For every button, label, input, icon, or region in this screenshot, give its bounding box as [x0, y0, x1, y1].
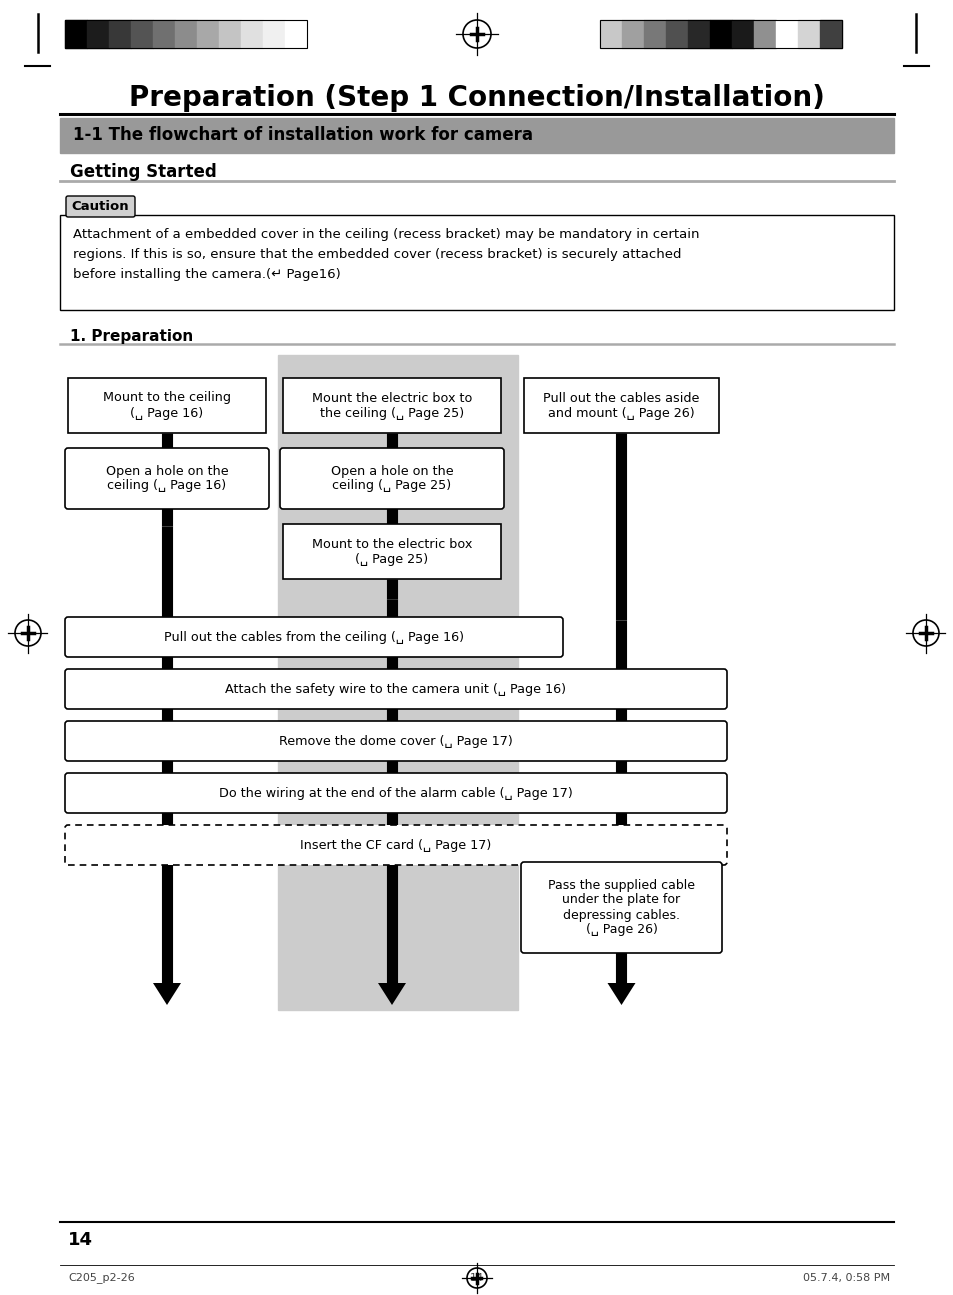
- Polygon shape: [377, 983, 406, 1005]
- Bar: [709, 19, 731, 48]
- FancyBboxPatch shape: [520, 862, 721, 953]
- Text: C205_p2-26: C205_p2-26: [68, 1273, 134, 1283]
- Text: Mount to the ceiling
(␣ Page 16): Mount to the ceiling (␣ Page 16): [103, 391, 231, 420]
- Bar: [731, 19, 753, 48]
- Text: Open a hole on the
ceiling (␣ Page 25): Open a hole on the ceiling (␣ Page 25): [331, 465, 453, 492]
- Bar: [87, 19, 109, 48]
- Bar: [775, 19, 797, 48]
- FancyBboxPatch shape: [65, 616, 562, 657]
- Bar: [599, 19, 841, 48]
- Text: Caution: Caution: [71, 201, 129, 214]
- Text: Getting Started: Getting Started: [70, 163, 216, 181]
- Bar: [687, 19, 709, 48]
- FancyBboxPatch shape: [283, 378, 500, 433]
- Text: Mount the electric box to
the ceiling (␣ Page 25): Mount the electric box to the ceiling (␣…: [312, 391, 472, 420]
- FancyBboxPatch shape: [68, 378, 266, 433]
- Text: 05.7.4, 0:58 PM: 05.7.4, 0:58 PM: [802, 1273, 889, 1283]
- Bar: [820, 19, 841, 48]
- FancyBboxPatch shape: [65, 448, 269, 509]
- Text: Mount to the electric box
(␣ Page 25): Mount to the electric box (␣ Page 25): [312, 537, 472, 566]
- FancyBboxPatch shape: [65, 721, 726, 761]
- Bar: [60, 215, 893, 310]
- Text: Pull out the cables aside
and mount (␣ Page 26): Pull out the cables aside and mount (␣ P…: [543, 391, 699, 420]
- Text: Pull out the cables from the ceiling (␣ Page 16): Pull out the cables from the ceiling (␣ …: [164, 631, 463, 644]
- Text: 14: 14: [68, 1232, 92, 1248]
- Bar: [219, 19, 241, 48]
- Text: Pass the supplied cable
under the plate for
depressing cables.
(␣ Page 26): Pass the supplied cable under the plate …: [547, 878, 695, 936]
- Polygon shape: [152, 983, 181, 1005]
- Bar: [65, 19, 307, 48]
- Bar: [196, 19, 219, 48]
- Bar: [174, 19, 196, 48]
- Text: Remove the dome cover (␣ Page 17): Remove the dome cover (␣ Page 17): [279, 734, 513, 747]
- FancyBboxPatch shape: [283, 524, 500, 579]
- Bar: [285, 19, 307, 48]
- Bar: [263, 19, 285, 48]
- Text: Insert the CF card (␣ Page 17): Insert the CF card (␣ Page 17): [300, 838, 491, 852]
- Polygon shape: [607, 983, 635, 1005]
- Bar: [60, 118, 893, 153]
- Bar: [599, 19, 621, 48]
- Bar: [241, 19, 263, 48]
- Text: 1-1 The flowchart of installation work for camera: 1-1 The flowchart of installation work f…: [73, 127, 533, 145]
- FancyBboxPatch shape: [280, 448, 503, 509]
- FancyBboxPatch shape: [66, 196, 135, 218]
- Text: Preparation (Step 1 Connection/Installation): Preparation (Step 1 Connection/Installat…: [129, 84, 824, 111]
- Text: 14: 14: [470, 1273, 483, 1283]
- Text: Attachment of a embedded cover in the ceiling (recess bracket) may be mandatory : Attachment of a embedded cover in the ce…: [73, 228, 699, 281]
- FancyBboxPatch shape: [65, 773, 726, 813]
- Bar: [277, 355, 517, 1010]
- FancyBboxPatch shape: [523, 378, 719, 433]
- Bar: [797, 19, 820, 48]
- FancyBboxPatch shape: [65, 825, 726, 865]
- Bar: [65, 19, 87, 48]
- Bar: [131, 19, 152, 48]
- Text: 1. Preparation: 1. Preparation: [70, 329, 193, 343]
- Text: Attach the safety wire to the camera unit (␣ Page 16): Attach the safety wire to the camera uni…: [225, 682, 566, 695]
- Bar: [152, 19, 174, 48]
- Bar: [753, 19, 775, 48]
- Text: Open a hole on the
ceiling (␣ Page 16): Open a hole on the ceiling (␣ Page 16): [106, 465, 228, 492]
- Text: Do the wiring at the end of the alarm cable (␣ Page 17): Do the wiring at the end of the alarm ca…: [219, 786, 572, 799]
- Bar: [109, 19, 131, 48]
- FancyBboxPatch shape: [65, 670, 726, 708]
- Bar: [665, 19, 687, 48]
- Bar: [621, 19, 643, 48]
- Bar: [643, 19, 665, 48]
